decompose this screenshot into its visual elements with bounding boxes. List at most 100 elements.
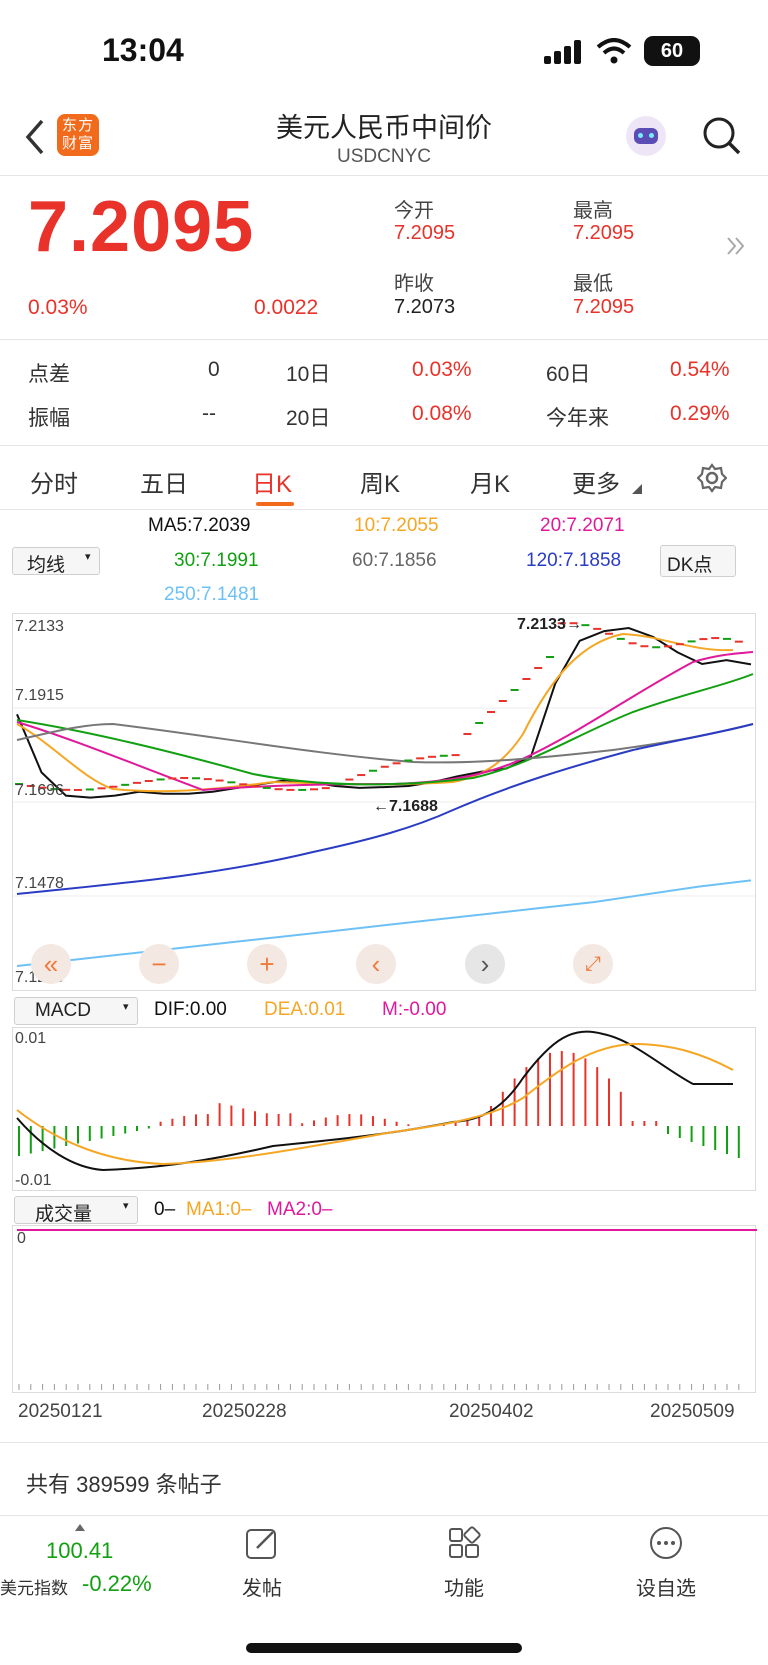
function-button[interactable]: 功能 [424, 1526, 504, 1601]
quote-panel: 7.2095 0.03% 0.0022 今开 7.2095 昨收 7.2073 … [0, 176, 768, 340]
last-price: 7.2095 [28, 187, 255, 267]
volume-selector[interactable]: 成交量 ▾ [14, 1196, 138, 1225]
m-value: M:-0.00 [382, 999, 447, 1020]
volume-chart[interactable]: 0 [12, 1225, 757, 1393]
ma-selector[interactable]: 均线 ▾ [12, 547, 100, 576]
amplitude-label: 振幅 [28, 407, 70, 430]
ma10-value: 10:7.2055 [354, 515, 439, 536]
add-watchlist-label: 设自选 [636, 1578, 696, 1600]
tab-weekly-k[interactable]: 周K [360, 471, 401, 498]
chevron-left-icon[interactable] [24, 118, 46, 156]
add-watchlist-button[interactable]: 设自选 [626, 1526, 706, 1601]
series-line-ma5 [16, 626, 752, 799]
dropdown-triangle-icon [632, 484, 642, 494]
tab-more[interactable]: 更多 [572, 471, 620, 498]
zoom-out-icon[interactable]: − [139, 944, 179, 984]
tab-five-day[interactable]: 五日 [140, 471, 188, 498]
d60-value: 0.54% [670, 358, 730, 381]
volume-number: 0 [154, 1199, 165, 1220]
active-tab-indicator [256, 502, 294, 506]
x-axis-ticks [18, 1384, 740, 1390]
volume-ma-line [17, 1229, 757, 1231]
tab-monthly-k[interactable]: 月K [470, 471, 511, 498]
page-title: 美元人民币中间价 [276, 113, 492, 143]
scroll-right-icon[interactable]: › [465, 944, 505, 984]
dropdown-arrow-icon: ▾ [85, 551, 91, 563]
dea-value: DEA:0.01 [264, 999, 346, 1020]
double-chevron-right-icon[interactable] [724, 234, 748, 258]
kline-svg [13, 622, 757, 967]
wifi-icon [596, 38, 632, 64]
low-annotation-value: 7.1688 [389, 798, 438, 815]
home-indicator [246, 1643, 522, 1653]
x-axis-label: 20250228 [202, 1401, 287, 1422]
fullscreen-icon[interactable]: ⤢ [573, 944, 613, 984]
macd-axis-bottom: -0.01 [15, 1172, 52, 1189]
ma120-value: 120:7.1858 [526, 550, 622, 571]
period-tabs: 分时 五日 日K 周K 月K 更多 [0, 446, 768, 510]
tab-daily-k[interactable]: 日K [252, 471, 293, 498]
ytd-label: 今年来 [546, 407, 609, 430]
dropdown-arrow-icon: ▾ [123, 1200, 129, 1212]
zoom-in-icon[interactable]: + [247, 944, 287, 984]
cellular-icon [544, 40, 581, 64]
status-bar: 13:04 60 [0, 0, 768, 96]
post-count-bar[interactable]: 共有 389599 条帖子 [0, 1442, 768, 1516]
caret-up-icon [75, 1524, 85, 1531]
robot-assistant-icon[interactable] [626, 116, 666, 156]
ma20-value: 20:7.2071 [540, 515, 625, 536]
rewind-icon[interactable]: « [31, 944, 71, 984]
spread-value: 0 [208, 358, 220, 381]
volume-ma1-value: MA1:0 [186, 1199, 241, 1220]
dollar-index-name: 美元指数 [0, 1579, 68, 1598]
ma120-line [16, 723, 754, 895]
gear-icon[interactable] [697, 463, 727, 493]
dea-line [16, 1042, 734, 1166]
post-button[interactable]: 发帖 [222, 1526, 302, 1601]
high-annotation-value: 7.2133 [517, 616, 566, 633]
scroll-left-icon[interactable]: ‹ [356, 944, 396, 984]
high-annotation: 7.2133→ [517, 616, 582, 633]
dk-point-label: DK点 [667, 555, 713, 576]
app-header: 东方财富 美元人民币中间价 USDCNYC [0, 96, 768, 176]
ma-selector-label: 均线 [27, 555, 66, 576]
ma10-line [16, 632, 734, 793]
macd-axis-top: 0.01 [15, 1030, 47, 1047]
macd-chart[interactable]: 0.01 -0.01 [12, 1027, 756, 1191]
volume-axis: 0 [17, 1230, 26, 1247]
volume-selector-label: 成交量 [35, 1204, 93, 1225]
macd-selector-label: MACD [35, 1000, 91, 1021]
spread-label: 点差 [28, 363, 70, 386]
ytd-value: 0.29% [670, 402, 730, 425]
dk-point-button[interactable]: DK点 [660, 545, 736, 577]
tab-intraday[interactable]: 分时 [30, 471, 78, 498]
d10-value: 0.03% [412, 358, 472, 381]
price-axis-tick: 7.1696 [15, 782, 64, 799]
d10-label: 10日 [286, 363, 331, 386]
price-axis-tick: 7.2133 [15, 618, 64, 635]
amplitude-value: -- [202, 402, 216, 425]
kline-chart[interactable]: 7.2133 7.1915 7.1696 7.1478 7.1260 7.213… [12, 613, 757, 991]
high-value: 7.2095 [573, 222, 635, 244]
dropdown-arrow-icon: ▾ [123, 1001, 129, 1013]
post-label: 发帖 [242, 1578, 282, 1600]
macd-selector[interactable]: MACD ▾ [14, 997, 138, 1025]
edit-icon [246, 1529, 276, 1559]
ma60-value: 60:7.1856 [352, 550, 437, 571]
prev-close-label: 昨收 [394, 273, 434, 295]
security-code: USDCNYC [337, 146, 431, 167]
d20-value: 0.08% [412, 402, 472, 425]
prev-close-value: 7.2073 [394, 296, 456, 318]
more-circle-icon [650, 1527, 682, 1559]
app-logo: 东方财富 [57, 114, 99, 156]
price-axis-tick: 7.1478 [15, 875, 64, 892]
volume-ma2: MA2:0– [267, 1199, 333, 1220]
low-value: 7.2095 [573, 296, 635, 318]
dollar-index-widget[interactable]: 100.41 美元指数 -0.22% [0, 1516, 170, 1626]
ma60-line [16, 722, 754, 764]
ma30-value: 30:7.1991 [174, 550, 259, 571]
function-label: 功能 [444, 1578, 484, 1600]
battery-level: 60 [660, 40, 684, 62]
change-percent: 0.03% [28, 296, 88, 319]
search-icon[interactable] [702, 116, 742, 156]
